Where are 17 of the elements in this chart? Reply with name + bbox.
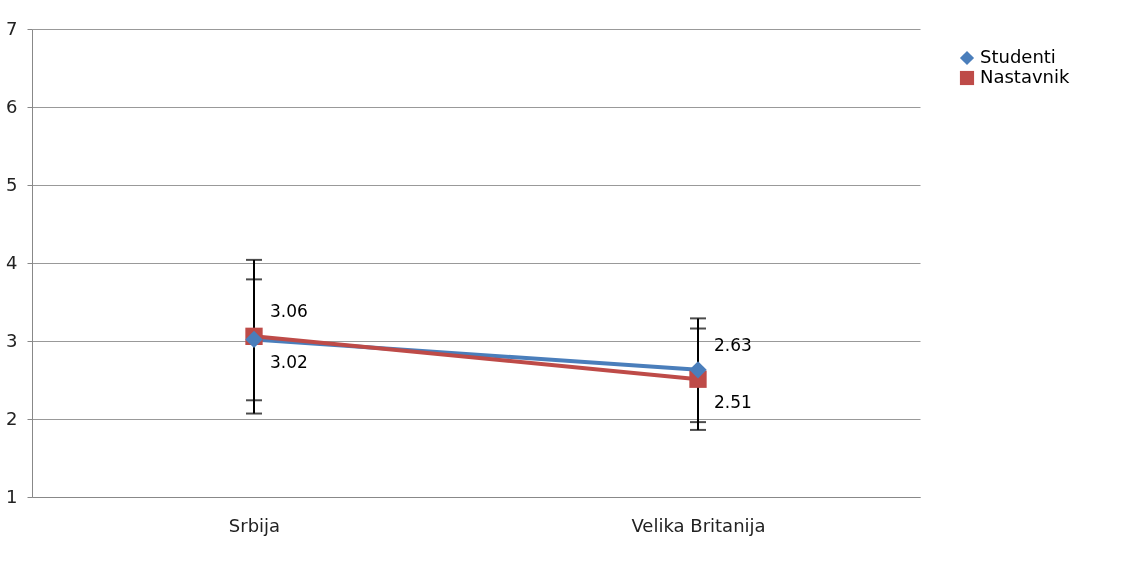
x-tick-label: Velika Britanija	[631, 514, 766, 536]
y-tick-label: 4	[6, 251, 18, 273]
legend-label: Nastavnik	[980, 66, 1071, 87]
y-tick-label: 3	[6, 329, 18, 351]
y-tick-label: 1	[6, 485, 18, 507]
y-tick-label: 5	[6, 173, 18, 195]
data-label: 3.06	[270, 301, 308, 322]
x-tick-label: Srbija	[228, 514, 281, 536]
y-tick-label: 2	[6, 407, 18, 429]
data-label: 2.63	[714, 334, 752, 355]
point	[689, 361, 707, 379]
y-tick-label: 7	[6, 17, 18, 39]
legend-label: Studenti	[980, 46, 1056, 67]
data-label: 3.02	[270, 352, 308, 373]
y-tick-label: 6	[6, 95, 18, 117]
point	[245, 330, 263, 349]
data-label: 2.51	[714, 392, 752, 413]
